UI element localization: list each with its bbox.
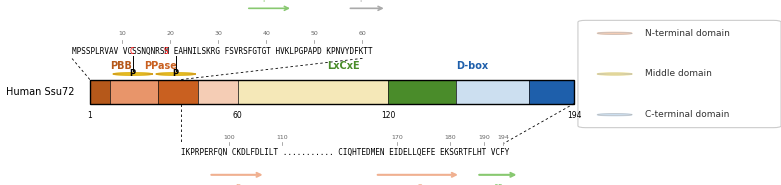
Text: αG: αG [412,184,423,185]
Bar [90,80,574,104]
Bar [456,80,529,104]
Text: 50: 50 [311,31,319,36]
Text: C-terminal domain: C-terminal domain [645,110,729,119]
Polygon shape [113,73,152,75]
Text: 194: 194 [497,135,509,140]
Text: C: C [130,47,134,56]
Polygon shape [156,73,195,75]
Text: β5: β5 [493,184,503,185]
Text: 1: 1 [87,111,92,120]
Text: 120: 120 [381,111,395,120]
Text: β2B: β2B [360,0,374,2]
Text: P: P [130,70,136,78]
Text: 194: 194 [567,111,581,120]
Polygon shape [597,114,632,116]
Text: PPase: PPase [144,61,177,71]
Text: P: P [173,70,179,78]
Text: 170: 170 [391,135,403,140]
Text: 190: 190 [478,135,490,140]
Text: PBB: PBB [110,61,132,71]
Bar [158,80,198,104]
Text: 40: 40 [262,31,270,36]
Bar [110,80,158,104]
Text: 60: 60 [233,111,243,120]
Text: 20: 20 [166,31,174,36]
Text: β2A: β2A [262,0,277,2]
Text: Human Ssu72: Human Ssu72 [6,87,75,97]
Text: N-terminal domain: N-terminal domain [645,29,730,38]
Text: 10: 10 [119,31,127,36]
FancyBboxPatch shape [578,20,781,128]
Text: 100: 100 [223,135,235,140]
Text: 180: 180 [444,135,456,140]
Text: D-box: D-box [456,61,489,71]
Text: 60: 60 [358,31,366,36]
Polygon shape [597,73,632,75]
Polygon shape [597,32,632,34]
Text: IKPRPERFQN CKDLFDLILT ........... CIQHTEDMEN EIDELLQEFE EKSGRTFLHT VCFY: IKPRPERFQN CKDLFDLILT ........... CIQHTE… [181,148,509,157]
Text: Middle domain: Middle domain [645,70,712,78]
Text: αD: αD [232,184,242,185]
Text: MPSSPLRVAV VCSSNQNRSM EAHNILSKRG FSVRSFGTGT HVKLPGPAPD KPNVYDFKTT: MPSSPLRVAV VCSSNQNRSM EAHNILSKRG FSVRSFG… [72,47,373,56]
Text: 110: 110 [276,135,288,140]
Bar [198,80,238,104]
Bar [238,80,388,104]
Bar [388,80,456,104]
Text: S: S [163,47,168,56]
Text: 30: 30 [215,31,223,36]
Bar [90,80,110,104]
Text: LxCxE: LxCxE [327,61,360,71]
Bar [529,80,574,104]
